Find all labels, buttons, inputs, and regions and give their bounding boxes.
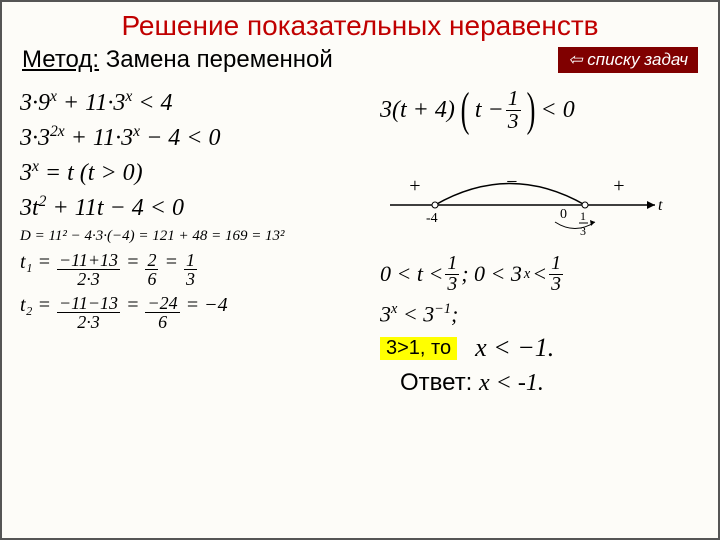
numberline-svg: + − + -4 0 1 3 t bbox=[380, 150, 670, 240]
root-t2: t₂ = −11−132·3 = −246 = −4 bbox=[20, 294, 370, 331]
tick-c-num: 1 bbox=[580, 209, 586, 223]
final-inequality: x < −1. bbox=[475, 333, 554, 363]
sign-mid: − bbox=[505, 171, 519, 193]
conclusion-row: 3>1, то x < −1. bbox=[380, 333, 700, 363]
discriminant: D = 11² − 4·3·(−4) = 121 + 48 = 169 = 13… bbox=[20, 228, 370, 245]
axis-label: t bbox=[658, 197, 663, 214]
method-text: Замена переменной bbox=[99, 46, 333, 73]
content: 3·9x + 11·3x < 4 3·32x + 11·3x − 4 < 0 3… bbox=[2, 82, 718, 397]
highlight-condition: 3>1, то bbox=[380, 337, 457, 360]
factored-inequality: 3(t + 4) ( t − 13 ) < 0 bbox=[380, 88, 700, 132]
tick-c-den: 3 bbox=[580, 224, 586, 238]
method-label: Метод: bbox=[22, 46, 99, 73]
left-column: 3·9x + 11·3x < 4 3·32x + 11·3x − 4 < 0 3… bbox=[20, 82, 370, 397]
answer: Ответ: x < -1. bbox=[380, 369, 700, 397]
number-line-diagram: + − + -4 0 1 3 t bbox=[380, 150, 670, 240]
eq-line-2: 3·32x + 11·3x − 4 < 0 bbox=[20, 123, 370, 152]
subtitle: Метод: Замена переменной bbox=[22, 46, 333, 74]
sign-right: + bbox=[612, 175, 626, 197]
task-list-link[interactable]: ⇦ списку задач bbox=[558, 47, 698, 73]
compare-line: 3x < 3−1; bbox=[380, 301, 700, 327]
eq-line-3: 3x = t (t > 0) bbox=[20, 158, 370, 187]
root-t1: t₁ = −11+132·3 = 26 = 13 bbox=[20, 251, 370, 288]
eq-line-1: 3·9x + 11·3x < 4 bbox=[20, 88, 370, 117]
tick-a: -4 bbox=[426, 211, 438, 226]
answer-value: x < -1. bbox=[479, 370, 544, 396]
sign-left: + bbox=[408, 175, 422, 197]
subtitle-row: Метод: Замена переменной ⇦ списку задач bbox=[2, 46, 718, 82]
page-title: Решение показательных неравенств bbox=[2, 2, 718, 46]
eq-line-4: 3t2 + 11t − 4 < 0 bbox=[20, 193, 370, 222]
interval-line: 0 < t < 13 ; 0 < 3x < 13 bbox=[380, 254, 700, 295]
right-column: 3(t + 4) ( t − 13 ) < 0 + − + -4 0 1 3 bbox=[380, 82, 700, 397]
tick-zero: 0 bbox=[560, 207, 567, 222]
